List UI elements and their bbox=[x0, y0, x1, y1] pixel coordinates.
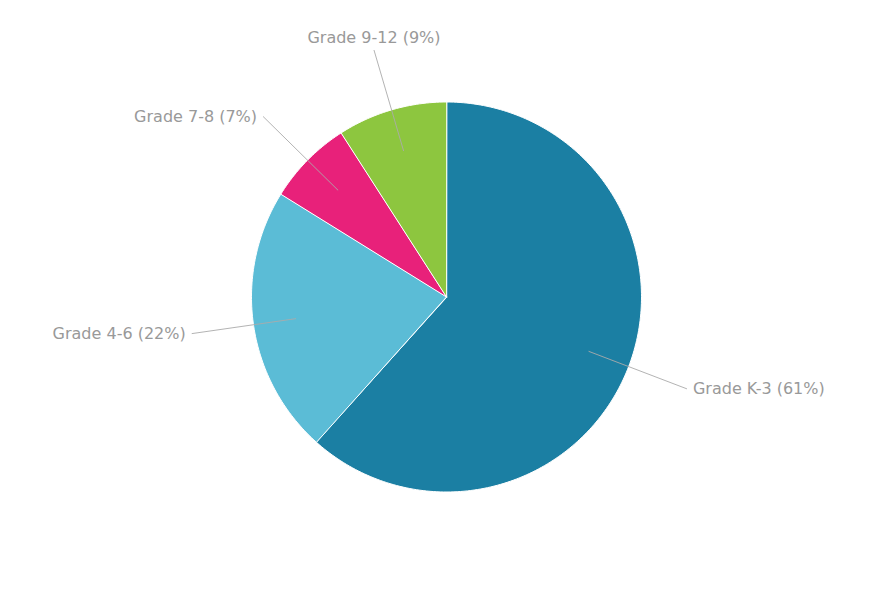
svg-text:Grade 4-6 (22%): Grade 4-6 (22%) bbox=[53, 324, 186, 343]
svg-text:Grade 9-12 (9%): Grade 9-12 (9%) bbox=[307, 28, 440, 47]
svg-text:Grade K-3 (61%): Grade K-3 (61%) bbox=[693, 379, 825, 398]
svg-text:Grade 7-8 (7%): Grade 7-8 (7%) bbox=[134, 107, 257, 126]
